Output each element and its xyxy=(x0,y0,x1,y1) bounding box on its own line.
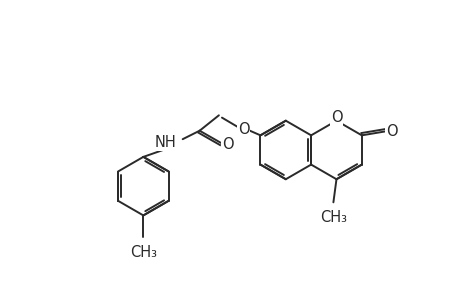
Text: O: O xyxy=(330,110,341,125)
Text: O: O xyxy=(237,122,249,137)
Text: NH: NH xyxy=(154,135,176,150)
Text: O: O xyxy=(385,124,397,139)
Text: O: O xyxy=(222,137,234,152)
Text: CH₃: CH₃ xyxy=(319,210,346,225)
Text: CH₃: CH₃ xyxy=(129,245,157,260)
